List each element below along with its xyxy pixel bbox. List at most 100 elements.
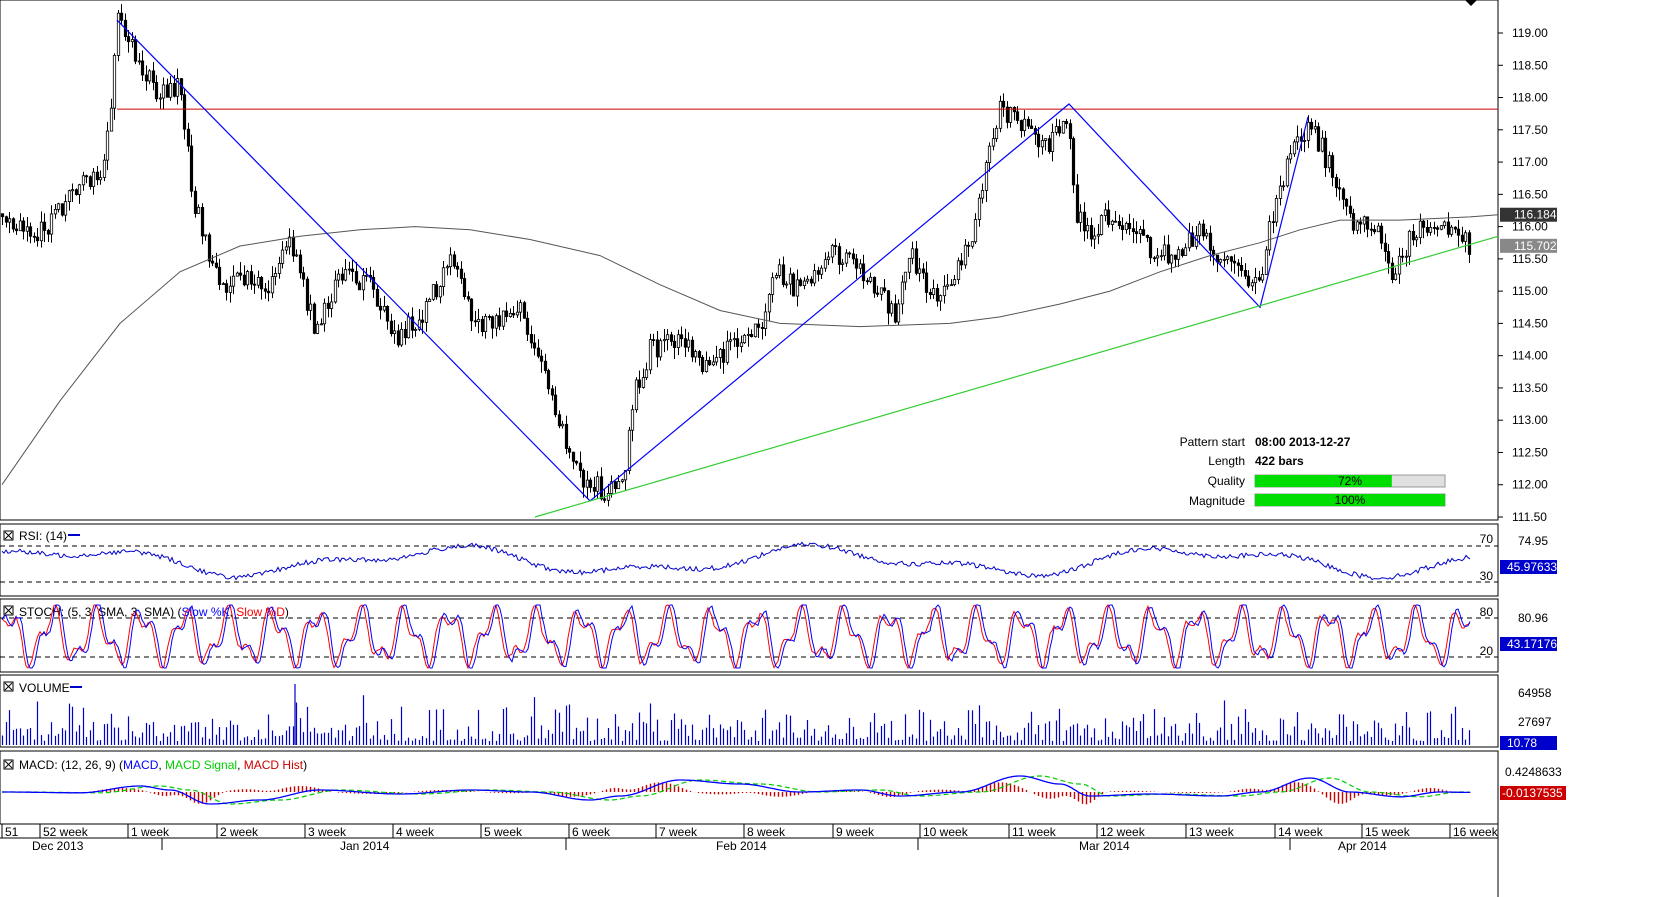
candle-body bbox=[662, 339, 667, 342]
scroll-marker-icon[interactable] bbox=[1465, 0, 1477, 6]
candle-body bbox=[172, 83, 177, 97]
candle-body bbox=[284, 246, 289, 251]
candlestick-series bbox=[0, 4, 1472, 507]
candle-body bbox=[1208, 232, 1213, 251]
candle-body bbox=[980, 190, 985, 199]
pattern-magnitude-label: Magnitude bbox=[1189, 494, 1245, 508]
candle-body bbox=[77, 184, 82, 195]
candle-body bbox=[1019, 120, 1024, 132]
candle-body bbox=[812, 270, 817, 284]
candle-body bbox=[711, 361, 716, 366]
candle-body bbox=[536, 347, 541, 357]
volume-current-box bbox=[1500, 736, 1557, 750]
candle-body bbox=[217, 266, 222, 285]
candle-body bbox=[1071, 138, 1076, 186]
macd-title-part: MACD bbox=[123, 758, 159, 772]
candle-body bbox=[1365, 216, 1370, 230]
week-label: 12 week bbox=[1100, 825, 1146, 839]
candle-body bbox=[1330, 155, 1335, 178]
magnitude-bar-fill bbox=[1255, 494, 1445, 506]
candle-body bbox=[469, 298, 474, 322]
candle-body bbox=[1138, 229, 1143, 235]
candle-body bbox=[144, 74, 149, 82]
candle-body bbox=[1355, 221, 1360, 231]
candle-body bbox=[1425, 226, 1430, 233]
candle-body bbox=[1316, 126, 1321, 152]
macd-axis-label: 0.4248633 bbox=[1505, 765, 1562, 779]
candle-body bbox=[714, 357, 719, 363]
candle-body bbox=[907, 257, 912, 273]
candle-body bbox=[847, 252, 852, 255]
candle-body bbox=[305, 278, 310, 311]
candle-body bbox=[938, 295, 943, 302]
candle-body bbox=[868, 276, 873, 282]
candle-body bbox=[550, 388, 555, 396]
candle-body bbox=[102, 159, 107, 178]
candle-body bbox=[441, 267, 446, 287]
candle-body bbox=[1271, 221, 1276, 224]
candle-body bbox=[1369, 228, 1374, 231]
candle-body bbox=[200, 206, 205, 237]
stoch-level-80-label: 80 bbox=[1480, 605, 1494, 619]
candle-body bbox=[1148, 237, 1153, 259]
candle-body bbox=[7, 218, 12, 223]
candle-body bbox=[977, 197, 982, 220]
candle-body bbox=[693, 351, 698, 358]
candle-body bbox=[830, 245, 835, 258]
candle-body bbox=[1089, 225, 1094, 240]
candle-body bbox=[473, 320, 478, 323]
candle-body bbox=[49, 213, 54, 235]
candle-body bbox=[1173, 254, 1178, 260]
candle-body bbox=[392, 330, 397, 335]
candle-body bbox=[1222, 259, 1227, 261]
candle-body bbox=[886, 290, 891, 314]
candle-body bbox=[1197, 223, 1202, 237]
candle-body bbox=[119, 12, 124, 21]
candle-body bbox=[553, 394, 558, 416]
price-axis: 119.00 118.50 118.00 117.50 117.00 116.50 116.… bbox=[1498, 26, 1557, 524]
rsi-level-70-label: 70 bbox=[1480, 532, 1494, 546]
candle-body bbox=[959, 260, 964, 266]
candle-body bbox=[1085, 225, 1090, 232]
candle-body bbox=[1232, 260, 1237, 264]
price-tick-label: 116.00 bbox=[1512, 220, 1548, 234]
candle-body bbox=[966, 244, 971, 247]
panel-frames bbox=[0, 0, 1499, 897]
candle-body bbox=[494, 315, 499, 329]
candle-body bbox=[4, 216, 9, 223]
candle-body bbox=[543, 360, 548, 371]
candle-body bbox=[1036, 133, 1041, 148]
stoch-level-20-label: 20 bbox=[1480, 644, 1494, 658]
candle-body bbox=[322, 302, 327, 325]
candle-body bbox=[1180, 249, 1185, 256]
candle-body bbox=[1460, 234, 1465, 242]
candle-body bbox=[81, 175, 86, 186]
candle-body bbox=[375, 288, 380, 307]
candle-body bbox=[371, 276, 376, 290]
macd-current-box bbox=[1500, 786, 1566, 800]
candle-body bbox=[704, 360, 709, 373]
candle-body bbox=[203, 234, 208, 237]
candle-body bbox=[378, 305, 383, 311]
week-label: 15 week bbox=[1365, 825, 1411, 839]
candle-body bbox=[606, 493, 611, 501]
price-tick-label: 118.00 bbox=[1512, 91, 1548, 105]
candle-body bbox=[963, 244, 968, 266]
zigzag-trend-line bbox=[116, 19, 1309, 502]
candle-body bbox=[1372, 229, 1377, 233]
candle-body bbox=[116, 12, 121, 56]
candle-body bbox=[627, 429, 632, 471]
candle-body bbox=[1236, 262, 1241, 266]
price-tick-label: 117.50 bbox=[1512, 123, 1548, 137]
candle-body bbox=[1446, 221, 1451, 235]
candle-body bbox=[1323, 137, 1328, 169]
candle-body bbox=[1124, 222, 1129, 231]
candle-body bbox=[578, 462, 583, 471]
candle-body bbox=[1162, 244, 1167, 257]
candle-body bbox=[819, 267, 824, 275]
week-label: 13 week bbox=[1189, 825, 1235, 839]
candle-body bbox=[1267, 221, 1272, 251]
candle-body bbox=[676, 334, 681, 348]
candle-body bbox=[53, 209, 58, 215]
candle-body bbox=[515, 311, 520, 316]
